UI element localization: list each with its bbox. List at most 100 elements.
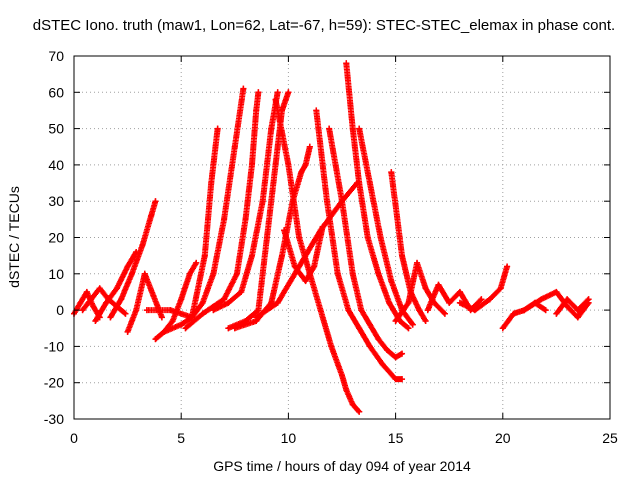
data-point-arc-k-2: [255, 307, 262, 314]
data-point-arc-a-2: [83, 288, 90, 295]
series-arc-r: [343, 60, 412, 332]
y-tick-label--30: -30: [44, 411, 64, 427]
data-point-arc-i-3: [233, 270, 240, 277]
data-point-arc-g-5: [214, 125, 221, 132]
data-point-arc-v-5: [478, 296, 485, 303]
data-point-arc-s-3: [388, 278, 395, 285]
data-point-arc-m-5: [328, 343, 335, 350]
series-arc-h: [161, 85, 247, 335]
data-point-arc-d-3: [139, 241, 146, 248]
data-point-arc-k-6: [285, 89, 292, 96]
data-point-arc-t-0: [388, 169, 395, 176]
data-point-arc-x-0: [499, 325, 506, 332]
data-point-arc-f-5: [193, 259, 200, 266]
data-point-arc-o-2: [296, 263, 303, 270]
data-point-arc-y-2: [553, 288, 560, 295]
data-point-arc-r-4: [375, 270, 382, 277]
x-tick-label-5: 5: [177, 430, 185, 446]
data-point-arc-d-0: [107, 314, 114, 321]
data-point-arc-y-1: [538, 296, 545, 303]
data-point-arc-h-3: [199, 299, 206, 306]
data-point-arc-h-7: [240, 85, 247, 92]
data-point-arc-m-7: [343, 386, 350, 393]
x-tick-label-0: 0: [70, 430, 78, 446]
series-arc-u: [392, 259, 448, 324]
data-point-arc-w-2: [486, 296, 493, 303]
data-point-arc-q-0: [326, 125, 333, 132]
y-tick-label-40: 40: [48, 157, 64, 173]
data-point-arc-f-2: [169, 317, 176, 324]
data-point-arc-c-0: [92, 317, 99, 324]
data-point-arc-n-3: [311, 263, 318, 270]
data-point-arc-p-2: [334, 270, 341, 277]
y-tick-label--10: -10: [44, 338, 64, 354]
data-point-arc-o-1: [274, 299, 281, 306]
y-axis-title: dSTEC / TECUs: [6, 186, 22, 288]
data-point-arc-m-0: [272, 96, 279, 103]
data-point-arc-h-6: [231, 143, 238, 150]
data-point-arc-b-2: [96, 285, 103, 292]
data-point-arc-a-1: [77, 299, 84, 306]
data-point-arc-y-3: [564, 303, 571, 310]
data-point-arc-c-3: [124, 263, 131, 270]
data-point-arc-c-1: [103, 299, 110, 306]
data-point-arc-q-2: [349, 270, 356, 277]
series-arc-m: [272, 96, 363, 415]
data-point-arc-z-2: [574, 307, 581, 314]
axis-ticks: 0 5 10 15 20 25 -30 -20 -10 0 10 20 30 40 50 60 70: [44, 48, 618, 446]
data-point-arc-v-3: [456, 288, 463, 295]
data-point-arc-a-3: [90, 303, 97, 310]
data-point-arc-w-0: [456, 299, 463, 306]
data-point-arc-k-4: [272, 161, 279, 168]
series-arc-d: [107, 198, 159, 321]
series-arc-p: [313, 107, 406, 383]
data-point-arc-u-3: [422, 285, 429, 292]
series-arc-i: [182, 89, 262, 332]
data-point-arc-y-4: [574, 314, 581, 321]
data-point-arc-s-0: [356, 125, 363, 132]
data-point-arc-d-1: [118, 296, 125, 303]
data-point-arc-r-5: [386, 299, 393, 306]
data-point-arc-v-1: [435, 281, 442, 288]
data-point-arc-j-4: [259, 198, 266, 205]
series-arc-c: [92, 249, 140, 324]
data-point-arc-i-2: [221, 296, 228, 303]
data-point-arc-j-6: [274, 89, 281, 96]
data-point-arc-q-5: [375, 336, 382, 343]
data-point-arc-m-4: [317, 307, 324, 314]
data-series: [71, 60, 592, 415]
data-point-arc-v-2: [446, 299, 453, 306]
data-point-arc-q-8: [399, 350, 406, 357]
series-arc-k: [225, 89, 292, 332]
data-point-arc-j-1: [225, 299, 232, 306]
data-point-arc-m-9: [356, 408, 363, 415]
x-tick-label-10: 10: [281, 430, 297, 446]
data-point-arc-r-3: [364, 234, 371, 241]
data-point-arc-r-0: [343, 60, 350, 67]
series-arc-f: [152, 259, 200, 343]
data-point-arc-n-2: [302, 278, 309, 285]
data-point-arc-h-5: [221, 216, 228, 223]
y-tick-label-20: 20: [48, 230, 64, 246]
data-point-arc-i-1: [199, 310, 206, 317]
data-point-arc-j-5: [268, 125, 275, 132]
data-point-arc-p-1: [323, 198, 330, 205]
data-point-arc-w-4: [504, 263, 511, 270]
series-arc-e: [124, 270, 165, 335]
data-point-arc-i-4: [242, 216, 249, 223]
data-point-arc-m-8: [349, 401, 356, 408]
data-point-arc-w-1: [471, 307, 478, 314]
data-point-arc-n-0: [281, 227, 288, 234]
data-point-arc-o-3: [317, 227, 324, 234]
x-axis-title: GPS time / hours of day 094 of year 2014: [213, 458, 471, 474]
data-point-arc-u-1: [405, 299, 412, 306]
data-point-arc-i-7: [255, 89, 262, 96]
data-point-arc-q-7: [392, 354, 399, 361]
data-point-arc-f-0: [152, 336, 159, 343]
data-point-arc-x-4: [542, 307, 549, 314]
data-point-arc-p-3: [345, 307, 352, 314]
data-point-arc-b-1: [88, 296, 95, 303]
data-point-arc-e-2: [141, 270, 148, 277]
data-point-arc-h-0: [161, 328, 168, 335]
data-point-arc-j-2: [238, 288, 245, 295]
